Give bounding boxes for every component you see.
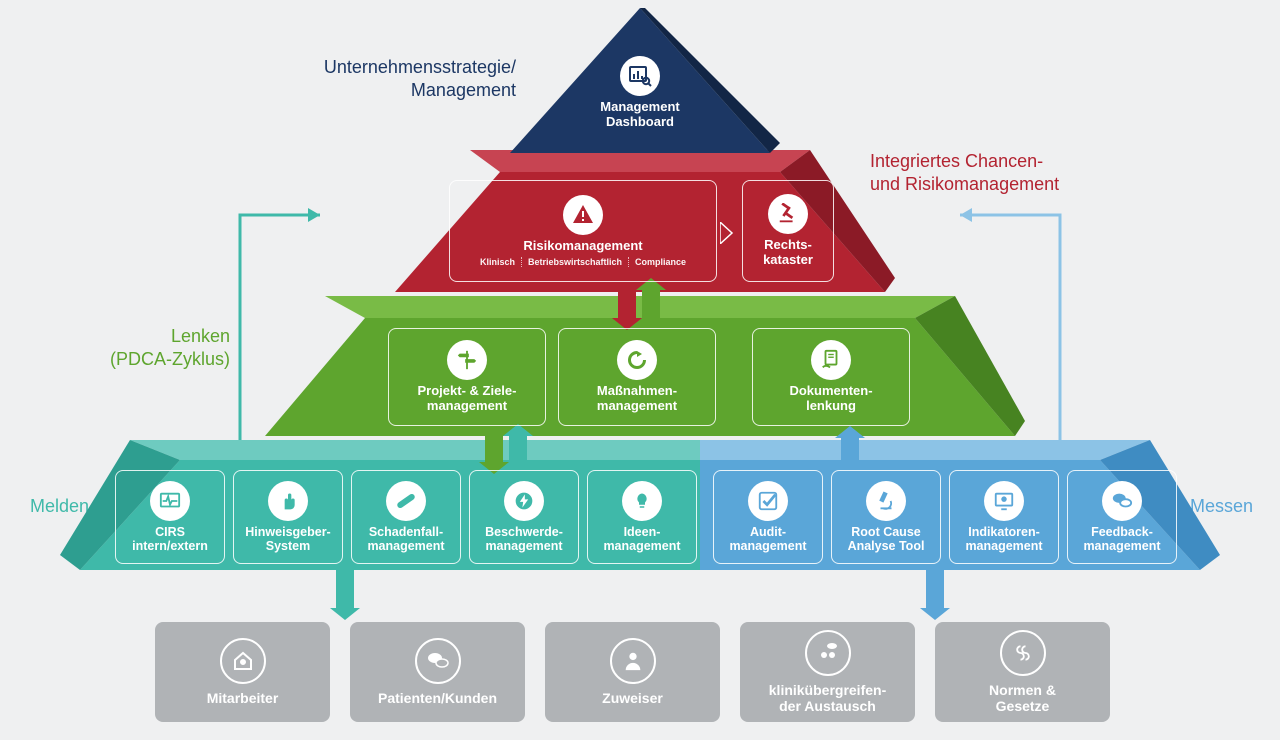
card-title: Feedback- management	[1083, 525, 1160, 554]
card-risikomanagement: Risikomanagement KlinischBetriebswirtsch…	[449, 180, 717, 282]
arrow-blue-up	[835, 428, 865, 476]
base-mitarbeiter: Mitarbeiter	[155, 622, 330, 722]
chart-search-icon	[620, 56, 660, 96]
arrow-blue-down	[920, 570, 950, 622]
card-management-dashboard: Management Dashboard	[590, 44, 690, 142]
card-dokumentenlenkung: Dokumenten- lenkung	[752, 328, 910, 426]
card-subtitle: KlinischBetriebswirtschaftlichCompliance	[480, 257, 686, 267]
base-normen: Normen & Gesetze	[935, 622, 1110, 722]
card-title: Zuweiser	[602, 690, 663, 706]
arrow-teal-down	[330, 570, 360, 622]
card-title: klinikübergreifen- der Austausch	[769, 682, 886, 714]
card-feedback: Feedback- management	[1067, 470, 1177, 564]
card-title: Schadenfall- management	[367, 525, 444, 554]
card-indikatoren: Indikatoren- management	[949, 470, 1059, 564]
alert-icon	[563, 195, 603, 235]
card-cirs: CIRS intern/extern	[115, 470, 225, 564]
card-title: Indikatoren- management	[965, 525, 1042, 554]
bolt-icon	[504, 481, 544, 521]
card-title: Maßnahmen- management	[597, 384, 677, 414]
chat-bubbles-icon	[1102, 481, 1142, 521]
gavel-icon	[768, 194, 808, 234]
cycle-icon	[617, 340, 657, 380]
card-projekt-ziele: Projekt- & Ziele- management	[388, 328, 546, 426]
base-patienten: Patienten/Kunden	[350, 622, 525, 722]
card-beschwerde: Beschwerde- management	[469, 470, 579, 564]
person-house-icon	[220, 638, 266, 684]
card-title: Ideen- management	[603, 525, 680, 554]
card-schadenfall: Schadenfall- management	[351, 470, 461, 564]
people-chat-icon	[805, 630, 851, 676]
arrow-red-green	[618, 280, 662, 330]
document-hand-icon	[811, 340, 851, 380]
card-title: Dokumenten- lenkung	[789, 384, 872, 414]
lightbulb-icon	[622, 481, 662, 521]
bandage-icon	[386, 481, 426, 521]
card-title: Rechts- kataster	[763, 238, 813, 268]
base-austausch: klinikübergreifen- der Austausch	[740, 622, 915, 722]
card-title: Hinweisgeber- System	[245, 525, 330, 554]
card-title: CIRS intern/extern	[132, 525, 208, 554]
base-zuweiser: Zuweiser	[545, 622, 720, 722]
card-title: Patienten/Kunden	[378, 690, 497, 706]
card-audit: Audit- management	[713, 470, 823, 564]
pyramid-infographic: Unternehmensstrategie/ Management Integr…	[0, 0, 1280, 740]
card-title: Mitarbeiter	[207, 690, 279, 706]
chevron-icon	[720, 222, 738, 244]
card-ideen: Ideen- management	[587, 470, 697, 564]
hand-icon	[268, 481, 308, 521]
card-title: Normen & Gesetze	[989, 682, 1056, 714]
card-title: Risikomanagement	[523, 239, 642, 254]
monitor-eye-icon	[984, 481, 1024, 521]
monitor-pulse-icon	[150, 481, 190, 521]
checkbox-icon	[748, 481, 788, 521]
card-title: Root Cause Analyse Tool	[848, 525, 925, 554]
card-hinweisgeber: Hinweisgeber- System	[233, 470, 343, 564]
paragraph-icon	[1000, 630, 1046, 676]
card-title: Management Dashboard	[600, 100, 679, 130]
chat-smile-icon	[415, 638, 461, 684]
arrow-green-teal	[485, 428, 529, 476]
card-massnahmen: Maßnahmen- management	[558, 328, 716, 426]
card-rechtskataster: Rechts- kataster	[742, 180, 834, 282]
label-top-left: Unternehmensstrategie/ Management	[296, 56, 516, 101]
doctor-icon	[610, 638, 656, 684]
card-rootcause: Root Cause Analyse Tool	[831, 470, 941, 564]
card-title: Beschwerde- management	[485, 525, 563, 554]
label-right-red: Integriertes Chancen- und Risikomanageme…	[870, 150, 1059, 195]
card-title: Projekt- & Ziele- management	[418, 384, 517, 414]
card-title: Audit- management	[729, 525, 806, 554]
signpost-icon	[447, 340, 487, 380]
label-left-green: Lenken (PDCA-Zyklus)	[110, 325, 230, 370]
microscope-icon	[866, 481, 906, 521]
